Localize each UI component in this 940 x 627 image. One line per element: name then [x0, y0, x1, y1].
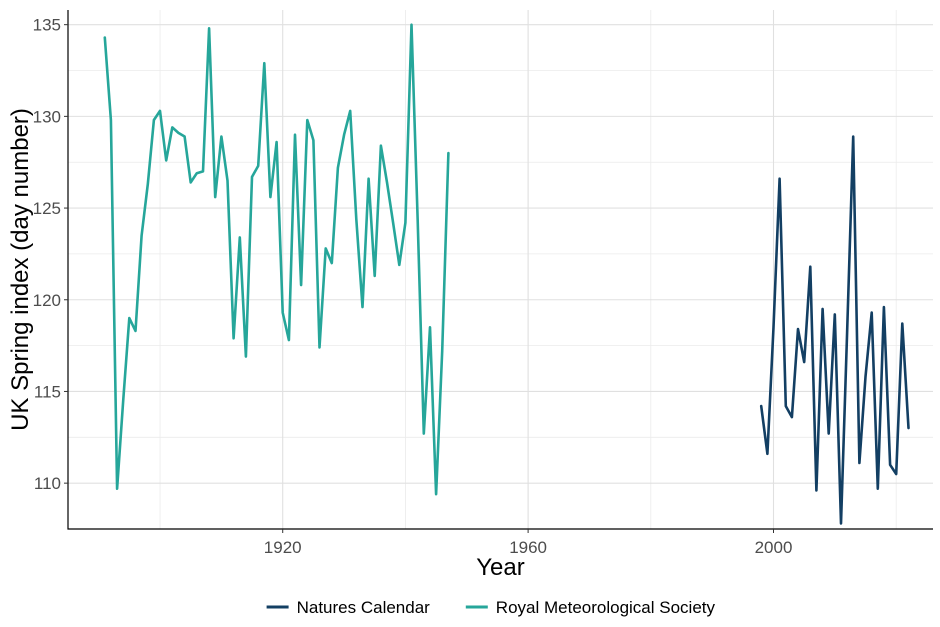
y-tick-label: 135	[33, 16, 61, 35]
y-tick-label: 115	[34, 382, 61, 401]
y-tick-label: 125	[33, 199, 61, 218]
tick-labels: 1920 1960 2000 110 115 120 125 130 135	[33, 16, 793, 557]
series-line-0	[759, 135, 910, 525]
series-lines	[103, 23, 910, 525]
x-axis-title: Year	[476, 554, 525, 581]
y-tick-label: 130	[33, 107, 61, 126]
x-tick-label: 1960	[509, 538, 547, 557]
y-tick-label: 120	[33, 291, 61, 310]
grid	[68, 10, 933, 530]
legend-label-1: Royal Meteorological Society	[496, 598, 716, 617]
legend-label-0: Natures Calendar	[297, 598, 431, 617]
axes	[67, 10, 933, 530]
y-axis-title: UK Spring index (day number)	[7, 108, 34, 431]
series-line-1	[103, 23, 450, 496]
x-tick-label: 1920	[264, 538, 302, 557]
y-tick-label: 110	[34, 474, 61, 493]
x-tick-label: 2000	[755, 538, 793, 557]
legend: Natures Calendar Royal Meteorological Soc…	[266, 598, 716, 617]
